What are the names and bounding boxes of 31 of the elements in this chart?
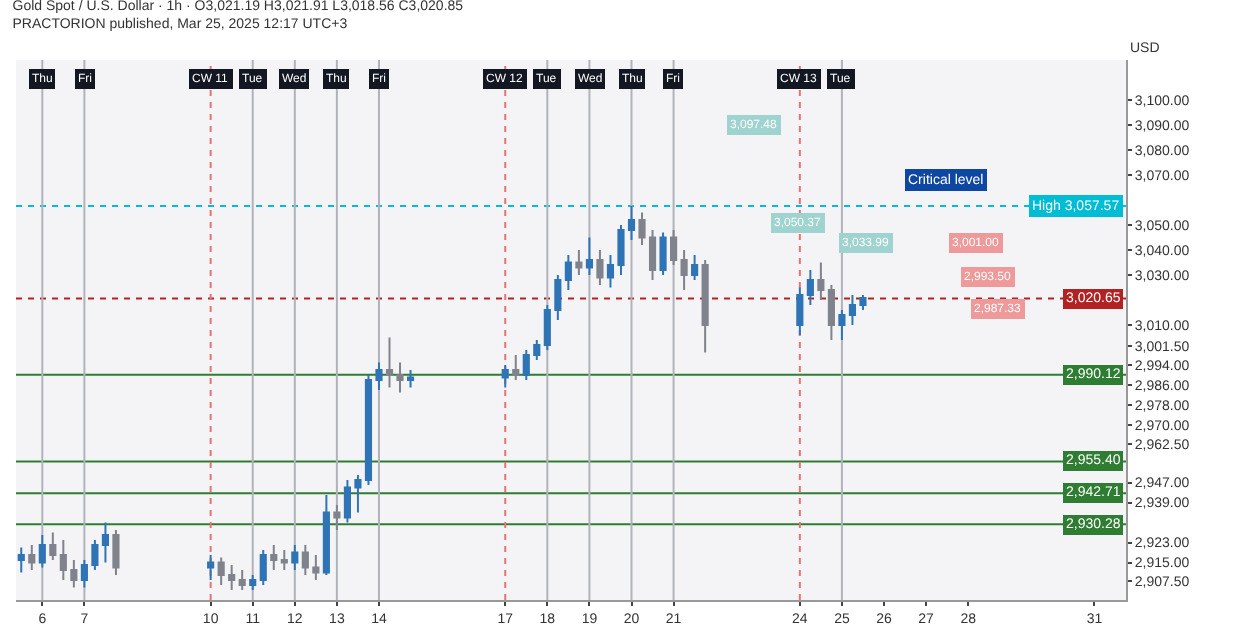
candlestick [291, 544, 299, 571]
candlestick [322, 494, 330, 576]
candlestick [796, 286, 804, 336]
candlestick [406, 369, 415, 389]
candlestick [701, 259, 709, 354]
candlestick [806, 269, 814, 306]
candlestick [101, 521, 109, 564]
candlestick [596, 249, 604, 286]
candlestick [817, 261, 825, 301]
candlestick [564, 254, 572, 291]
candlestick [49, 531, 57, 561]
candlestick [238, 569, 246, 591]
candlestick [112, 529, 120, 576]
candlestick [259, 549, 267, 586]
candlestick [207, 554, 215, 581]
candlestick [249, 574, 257, 591]
candlestick [670, 229, 678, 266]
candlestick [827, 284, 835, 341]
candlestick [270, 544, 278, 571]
candlestick [280, 549, 288, 571]
candlestick [17, 546, 25, 574]
candlestick [575, 249, 583, 276]
candlestick [691, 254, 699, 281]
candlestick [659, 231, 667, 276]
candlestick [28, 544, 36, 571]
candlestick [333, 504, 341, 531]
candlestick [38, 534, 46, 569]
candlestick [680, 249, 688, 291]
candlestick [585, 236, 593, 276]
candlestick [512, 354, 520, 381]
candlestick [501, 364, 509, 389]
